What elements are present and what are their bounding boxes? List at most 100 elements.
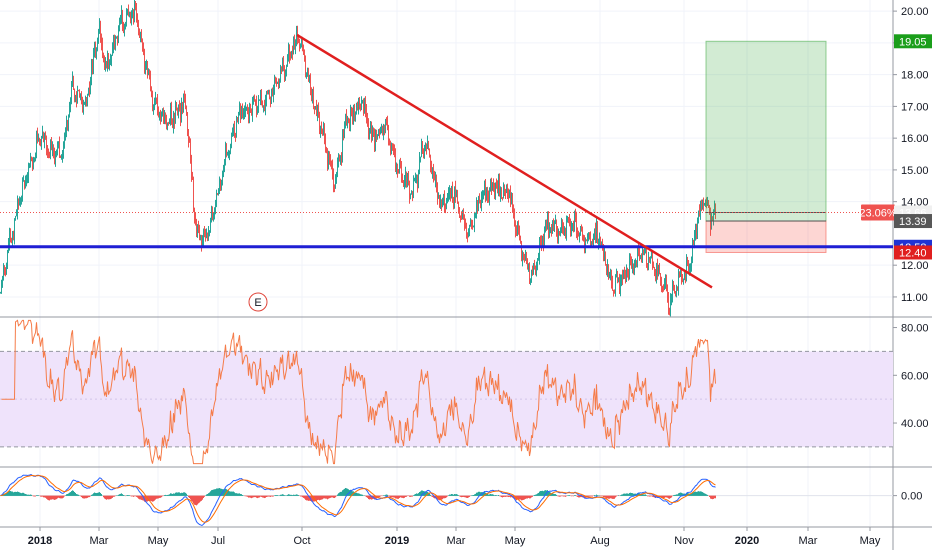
macd-histogram-bar (415, 493, 416, 496)
macd-histogram-bar (562, 495, 563, 497)
macd-histogram-bar (553, 493, 554, 496)
macd-histogram-bar (354, 492, 355, 496)
macd-histogram-bar (604, 495, 605, 498)
macd-histogram-bar (389, 495, 390, 497)
macd-histogram-bar (322, 495, 323, 500)
macd-histogram-bar (274, 495, 275, 496)
macd-histogram-bar (576, 495, 577, 497)
macd-histogram-bar (565, 495, 566, 497)
macd-histogram-bar (459, 495, 460, 497)
earnings-event-marker[interactable] (248, 292, 268, 312)
macd-histogram-bar (317, 495, 318, 501)
macd-histogram-bar (671, 495, 672, 498)
macd-histogram-bar (454, 494, 455, 496)
macd-histogram-bar (247, 495, 248, 497)
macd-histogram-bar (40, 495, 41, 497)
macd-histogram-bar (536, 494, 537, 496)
macd-histogram-bar (211, 490, 212, 496)
macd-histogram-bar (136, 495, 137, 497)
time-tick-label: May (860, 535, 881, 547)
macd-histogram-bar (320, 495, 321, 500)
macd-histogram-bar (54, 495, 55, 500)
price-tick-label: 16.00 (901, 133, 929, 145)
price-tick-label: 17.00 (901, 101, 929, 113)
macd-histogram-bar (627, 493, 628, 496)
macd-histogram-bar (711, 495, 712, 499)
macd-histogram-bar (83, 495, 84, 499)
macd-histogram-bar (167, 494, 168, 496)
profit-zone (705, 40, 827, 222)
macd-histogram-bar (529, 495, 530, 499)
macd-histogram-bar (543, 491, 544, 496)
macd-histogram-bar (581, 495, 582, 498)
macd-histogram-bar (455, 494, 456, 496)
macd-histogram-bar (608, 495, 609, 499)
macd-histogram-bar (563, 495, 564, 497)
macd-histogram-bar (99, 492, 100, 496)
macd-histogram-bar (344, 488, 345, 496)
macd-histogram-bar (489, 494, 490, 496)
macd-histogram-bar (42, 495, 43, 497)
macd-histogram-bar (311, 495, 312, 502)
macd-histogram-bar (697, 491, 698, 496)
macd-histogram-bar (33, 495, 34, 497)
macd-histogram-bar (291, 494, 292, 496)
price-tick-label: 12.00 (901, 260, 929, 272)
macd-histogram-bar (77, 494, 78, 496)
macd-histogram-bar (709, 495, 710, 497)
macd-histogram-bar (214, 489, 215, 496)
rsi-line (1, 319, 716, 465)
macd-histogram-bar (117, 495, 118, 496)
macd-histogram-bar (41, 495, 42, 497)
macd-histogram-bar (558, 495, 559, 497)
macd-histogram-bar (26, 494, 27, 496)
macd-histogram-bar (203, 495, 204, 499)
macd-histogram-bar (588, 495, 589, 497)
macd-histogram-bar (383, 495, 384, 496)
macd-histogram-bar (175, 492, 176, 496)
macd-histogram-bar (284, 495, 285, 496)
macd-histogram-bar (463, 495, 464, 497)
macd-histogram-bar (138, 495, 139, 499)
macd-histogram-bar (468, 495, 469, 498)
macd-histogram-bar (475, 493, 476, 496)
macd-histogram-bar (400, 495, 401, 498)
macd-histogram-bar (365, 495, 366, 497)
macd-histogram-bar (150, 495, 151, 501)
macd-histogram-bar (371, 495, 372, 500)
macd-histogram-bar (681, 492, 682, 496)
macd-histogram-bar (172, 493, 173, 496)
macd-histogram-bar (199, 495, 200, 503)
macd-histogram-bar (65, 495, 66, 496)
macd-histogram-bar (538, 492, 539, 496)
macd-histogram-bar (637, 493, 638, 496)
macd-histogram-bar (111, 495, 112, 499)
macd-histogram-bar (356, 492, 357, 496)
macd-histogram-bar (257, 495, 258, 499)
macd-panel (0, 474, 893, 526)
macd-histogram-bar (235, 493, 236, 496)
macd-histogram-bar (126, 495, 127, 496)
macd-histogram-bar (135, 495, 136, 497)
macd-histogram-bar (577, 495, 578, 497)
macd-histogram-bar (241, 494, 242, 496)
macd-histogram-bar (242, 494, 243, 496)
macd-histogram-bar (145, 495, 146, 502)
time-tick-label: Aug (590, 535, 610, 547)
macd-histogram-bar (596, 494, 597, 496)
macd-histogram-bar (251, 495, 252, 499)
macd-histogram-bar (379, 495, 380, 498)
macd-histogram-bar (607, 495, 608, 499)
macd-histogram-bar (341, 491, 342, 496)
macd-histogram-bar (486, 493, 487, 496)
macd-histogram-bar (231, 491, 232, 496)
macd-histogram-bar (49, 495, 50, 501)
macd-histogram-bar (74, 491, 75, 496)
macd-histogram-bar (155, 495, 156, 500)
macd-histogram-bar (14, 491, 15, 496)
macd-histogram-bar (375, 495, 376, 499)
macd-histogram-bar (642, 494, 643, 496)
macd-histogram-bar (559, 495, 560, 497)
macd-histogram-bar (161, 495, 162, 498)
macd-histogram-bar (499, 495, 500, 497)
